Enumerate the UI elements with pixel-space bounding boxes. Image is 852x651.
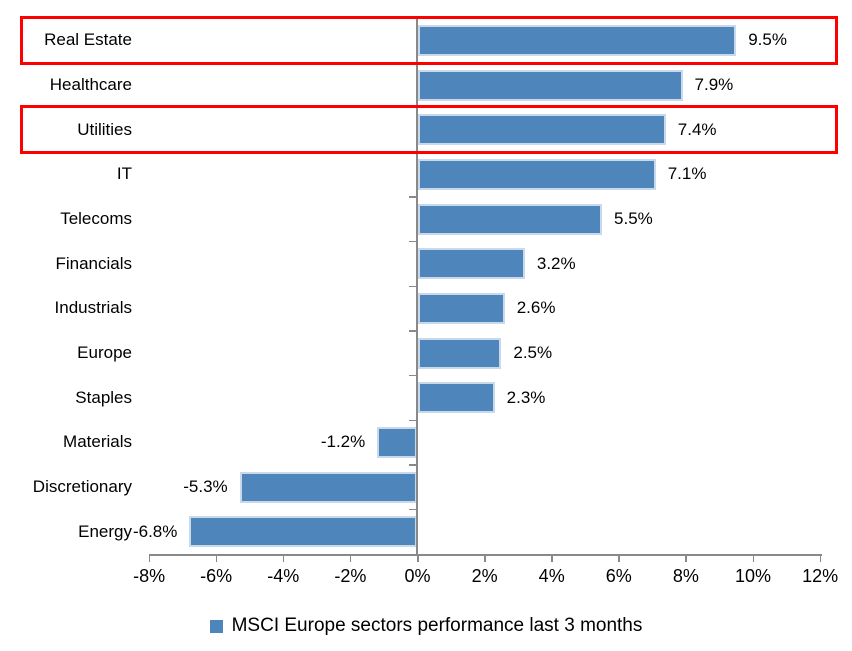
- bar-value-label: 7.1%: [667, 164, 707, 184]
- value-axis-tick: [685, 554, 687, 562]
- bar-value-label: 2.5%: [513, 343, 553, 362]
- value-axis-tick-label: 0%: [404, 566, 431, 586]
- category-axis-tick: [409, 330, 416, 332]
- legend: MSCI Europe sectors performance last 3 m…: [0, 613, 852, 639]
- value-axis-tick: [551, 554, 553, 562]
- category-label: Industrials: [54, 298, 132, 318]
- value-axis-tick-label: 8%: [672, 566, 699, 586]
- value-axis-tick: [819, 554, 822, 562]
- value-axis-tick-label: -8%: [133, 566, 166, 586]
- category-axis-tick: [409, 240, 416, 243]
- category-label: Utilities: [77, 119, 132, 139]
- category-label: Healthcare: [49, 75, 132, 94]
- bar-value-label: 3.2%: [536, 253, 576, 273]
- category-axis-tick: [409, 17, 416, 19]
- bar-value-label: -1.2%: [320, 432, 366, 452]
- category-label: IT: [116, 164, 132, 184]
- category-label: Financials: [55, 253, 132, 273]
- value-axis-tick: [417, 554, 419, 562]
- value-axis-tick-label: -2%: [334, 566, 367, 586]
- bar: [417, 248, 525, 280]
- category-axis-tick: [409, 196, 416, 198]
- bar: [417, 292, 505, 324]
- category-axis-tick: [409, 285, 416, 287]
- value-axis-tick: [618, 554, 620, 562]
- bar: [377, 426, 418, 458]
- bar: [417, 158, 656, 190]
- bar-value-label: 9.5%: [748, 30, 787, 50]
- value-axis-tick-label: -6%: [200, 566, 233, 586]
- bar-value-label: -5.3%: [183, 477, 228, 496]
- category-label: Energy: [78, 521, 132, 541]
- bar: [417, 24, 737, 56]
- category-axis-tick: [409, 151, 416, 153]
- bar-value-label: 7.9%: [694, 75, 734, 94]
- category-axis-tick: [409, 508, 416, 511]
- category-axis-tick: [409, 419, 416, 421]
- bar: [239, 471, 418, 503]
- legend-swatch-icon: [209, 619, 223, 633]
- value-axis-tick-label: 6%: [605, 566, 632, 586]
- bar: [417, 203, 603, 235]
- value-axis-tick: [484, 554, 486, 562]
- category-axis-tick: [409, 374, 416, 377]
- category-axis-tick: [409, 464, 416, 466]
- bar: [189, 516, 418, 548]
- bar-value-label: 2.6%: [516, 298, 556, 318]
- category-axis-tick: [409, 106, 416, 109]
- legend-label: MSCI Europe sectors performance last 3 m…: [231, 615, 643, 636]
- bar-value-label: 7.4%: [677, 119, 717, 139]
- bar: [417, 382, 495, 414]
- value-axis-tick: [148, 554, 151, 562]
- value-axis-tick-label: -4%: [267, 566, 300, 586]
- bar-value-label: 2.3%: [506, 387, 546, 407]
- category-axis-tick: [409, 62, 416, 64]
- value-axis-tick-label: 12%: [802, 566, 839, 586]
- value-axis-line: [149, 554, 823, 556]
- bar-value-label: 5.5%: [614, 209, 653, 228]
- category-label: Telecoms: [60, 209, 132, 228]
- value-axis-tick: [282, 554, 285, 562]
- bar: [417, 69, 683, 101]
- category-label: Discretionary: [32, 477, 132, 496]
- bar-value-label: -6.8%: [132, 521, 178, 541]
- value-axis-tick-label: 10%: [734, 566, 772, 586]
- value-axis-tick: [752, 554, 754, 562]
- bar: [417, 337, 502, 369]
- category-label: Staples: [75, 387, 132, 407]
- bar: [417, 114, 666, 146]
- value-axis-tick-label: 4%: [538, 566, 565, 586]
- category-axis-line: [416, 18, 418, 554]
- category-label: Europe: [77, 343, 132, 362]
- category-label: Materials: [63, 432, 132, 452]
- value-axis-tick-label: 2%: [471, 566, 498, 586]
- category-label: Real Estate: [44, 30, 132, 50]
- value-axis-tick: [215, 554, 218, 562]
- value-axis-tick: [349, 554, 352, 562]
